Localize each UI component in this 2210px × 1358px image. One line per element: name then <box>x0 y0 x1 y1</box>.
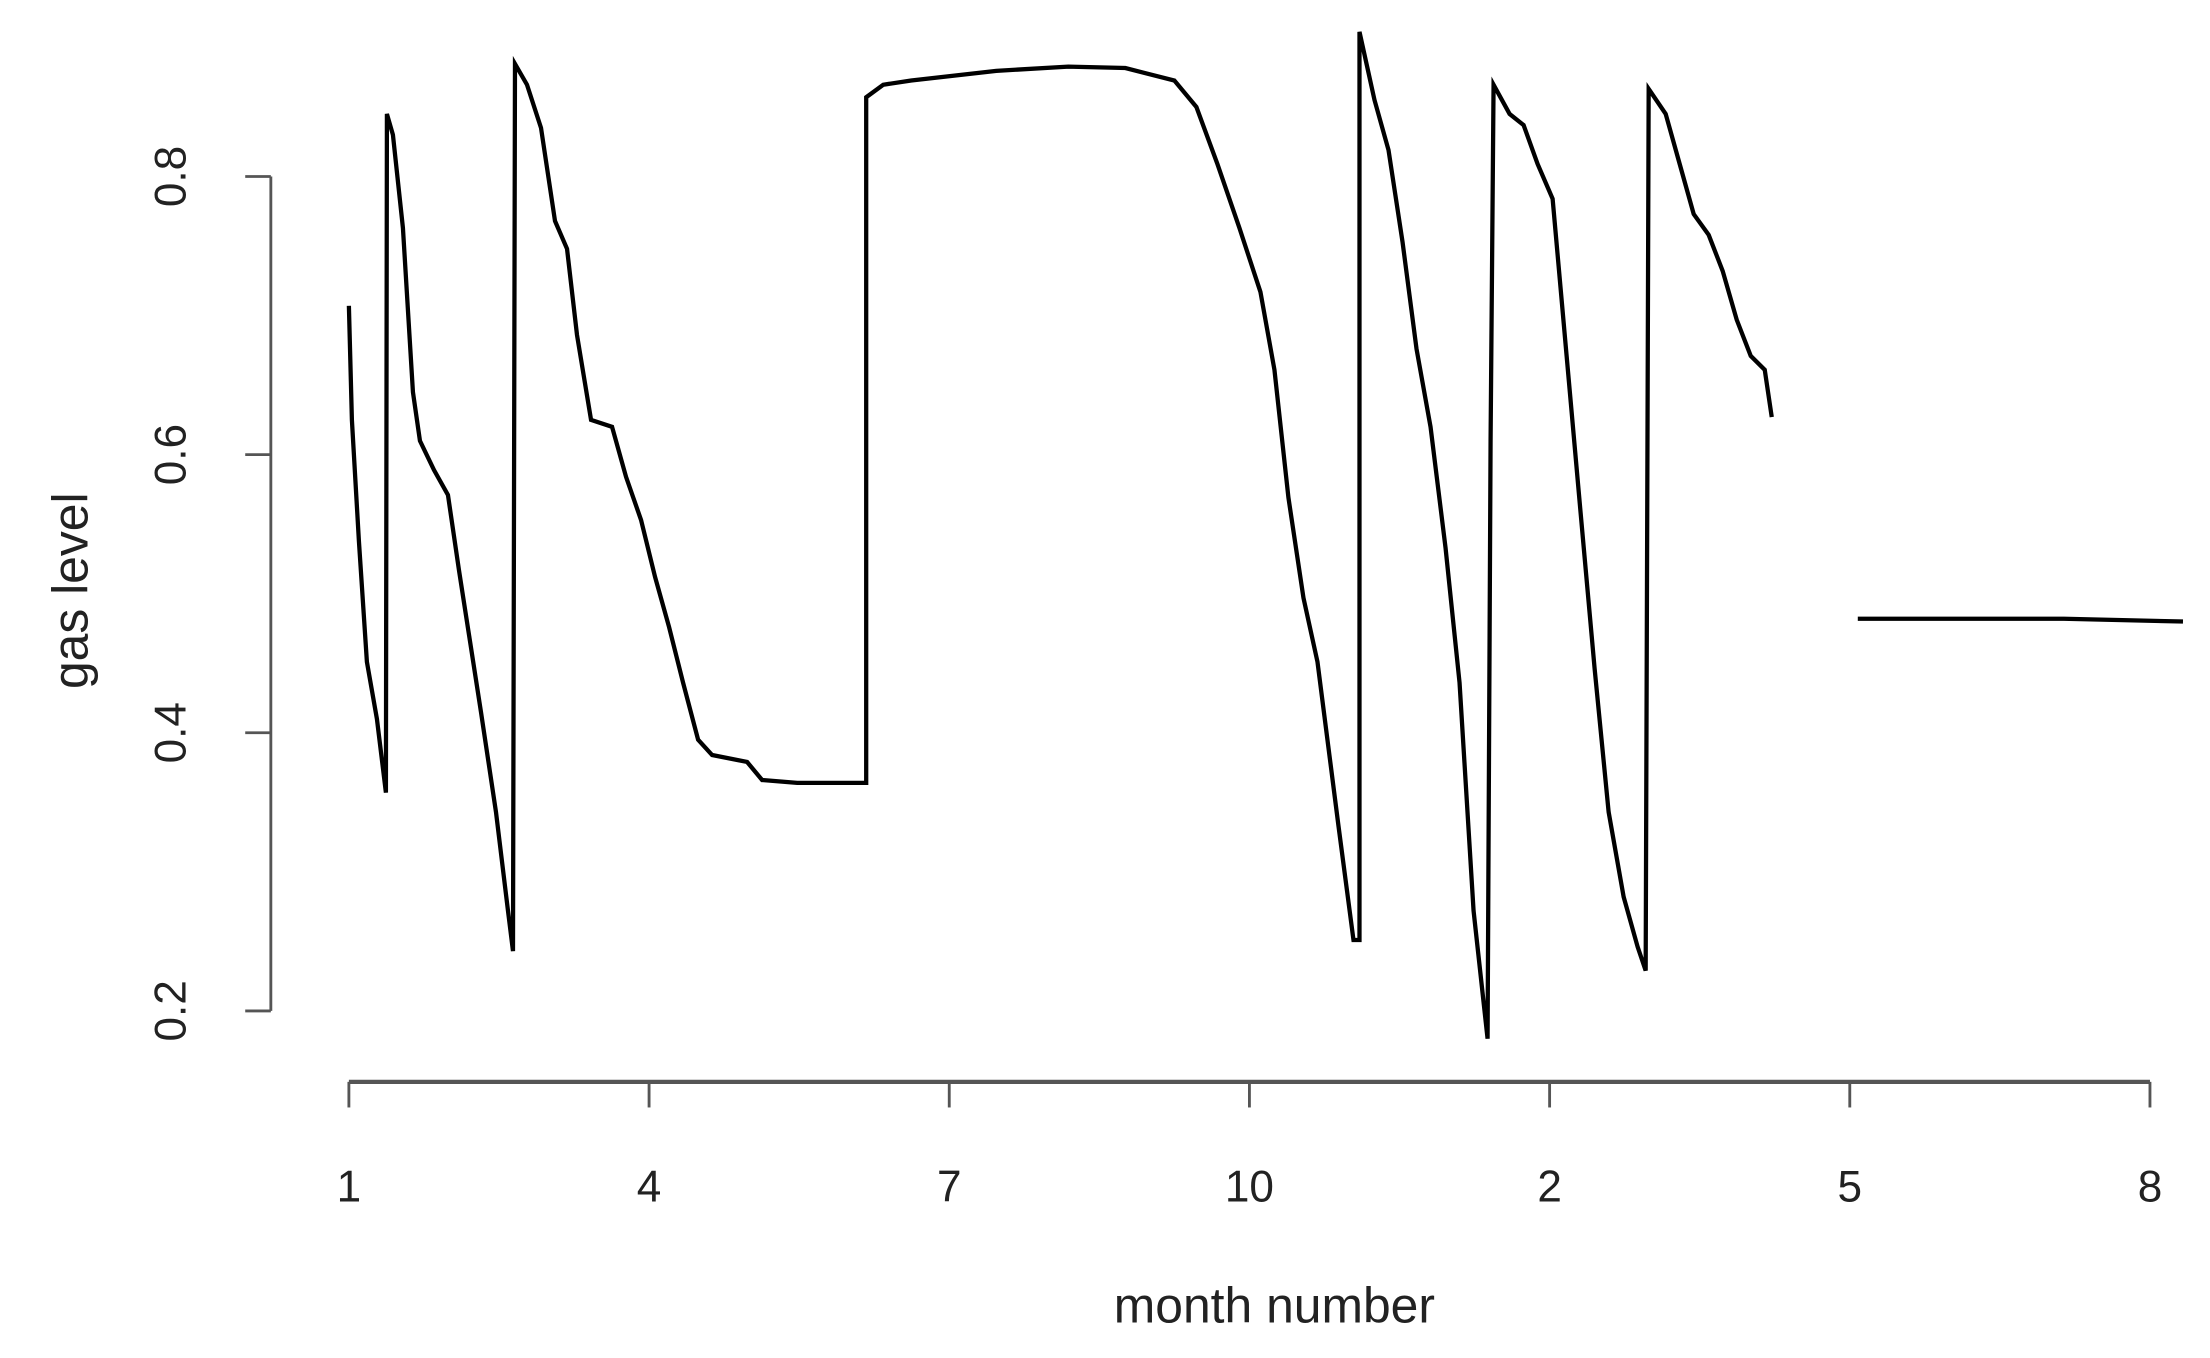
line-series <box>346 31 2184 1039</box>
x-tick-label: 2 <box>1537 1163 1562 1212</box>
x-axis-label: month number <box>1114 1278 1435 1334</box>
y-tick-label: 0.8 <box>147 146 196 207</box>
y-tick-label: 0.2 <box>147 980 196 1041</box>
y-axis-label: gas level <box>43 492 99 689</box>
y-tick-label: 0.6 <box>147 424 196 485</box>
y-tick-label: 0.4 <box>147 702 196 763</box>
x-tick-label: 8 <box>2138 1163 2163 1212</box>
x-tick-label: 10 <box>1225 1163 1274 1212</box>
x-tick-label: 1 <box>337 1163 362 1212</box>
x-tick-label: 7 <box>937 1163 962 1212</box>
x-tick-label: 4 <box>637 1163 662 1212</box>
x-tick-label: 5 <box>1838 1163 1863 1212</box>
